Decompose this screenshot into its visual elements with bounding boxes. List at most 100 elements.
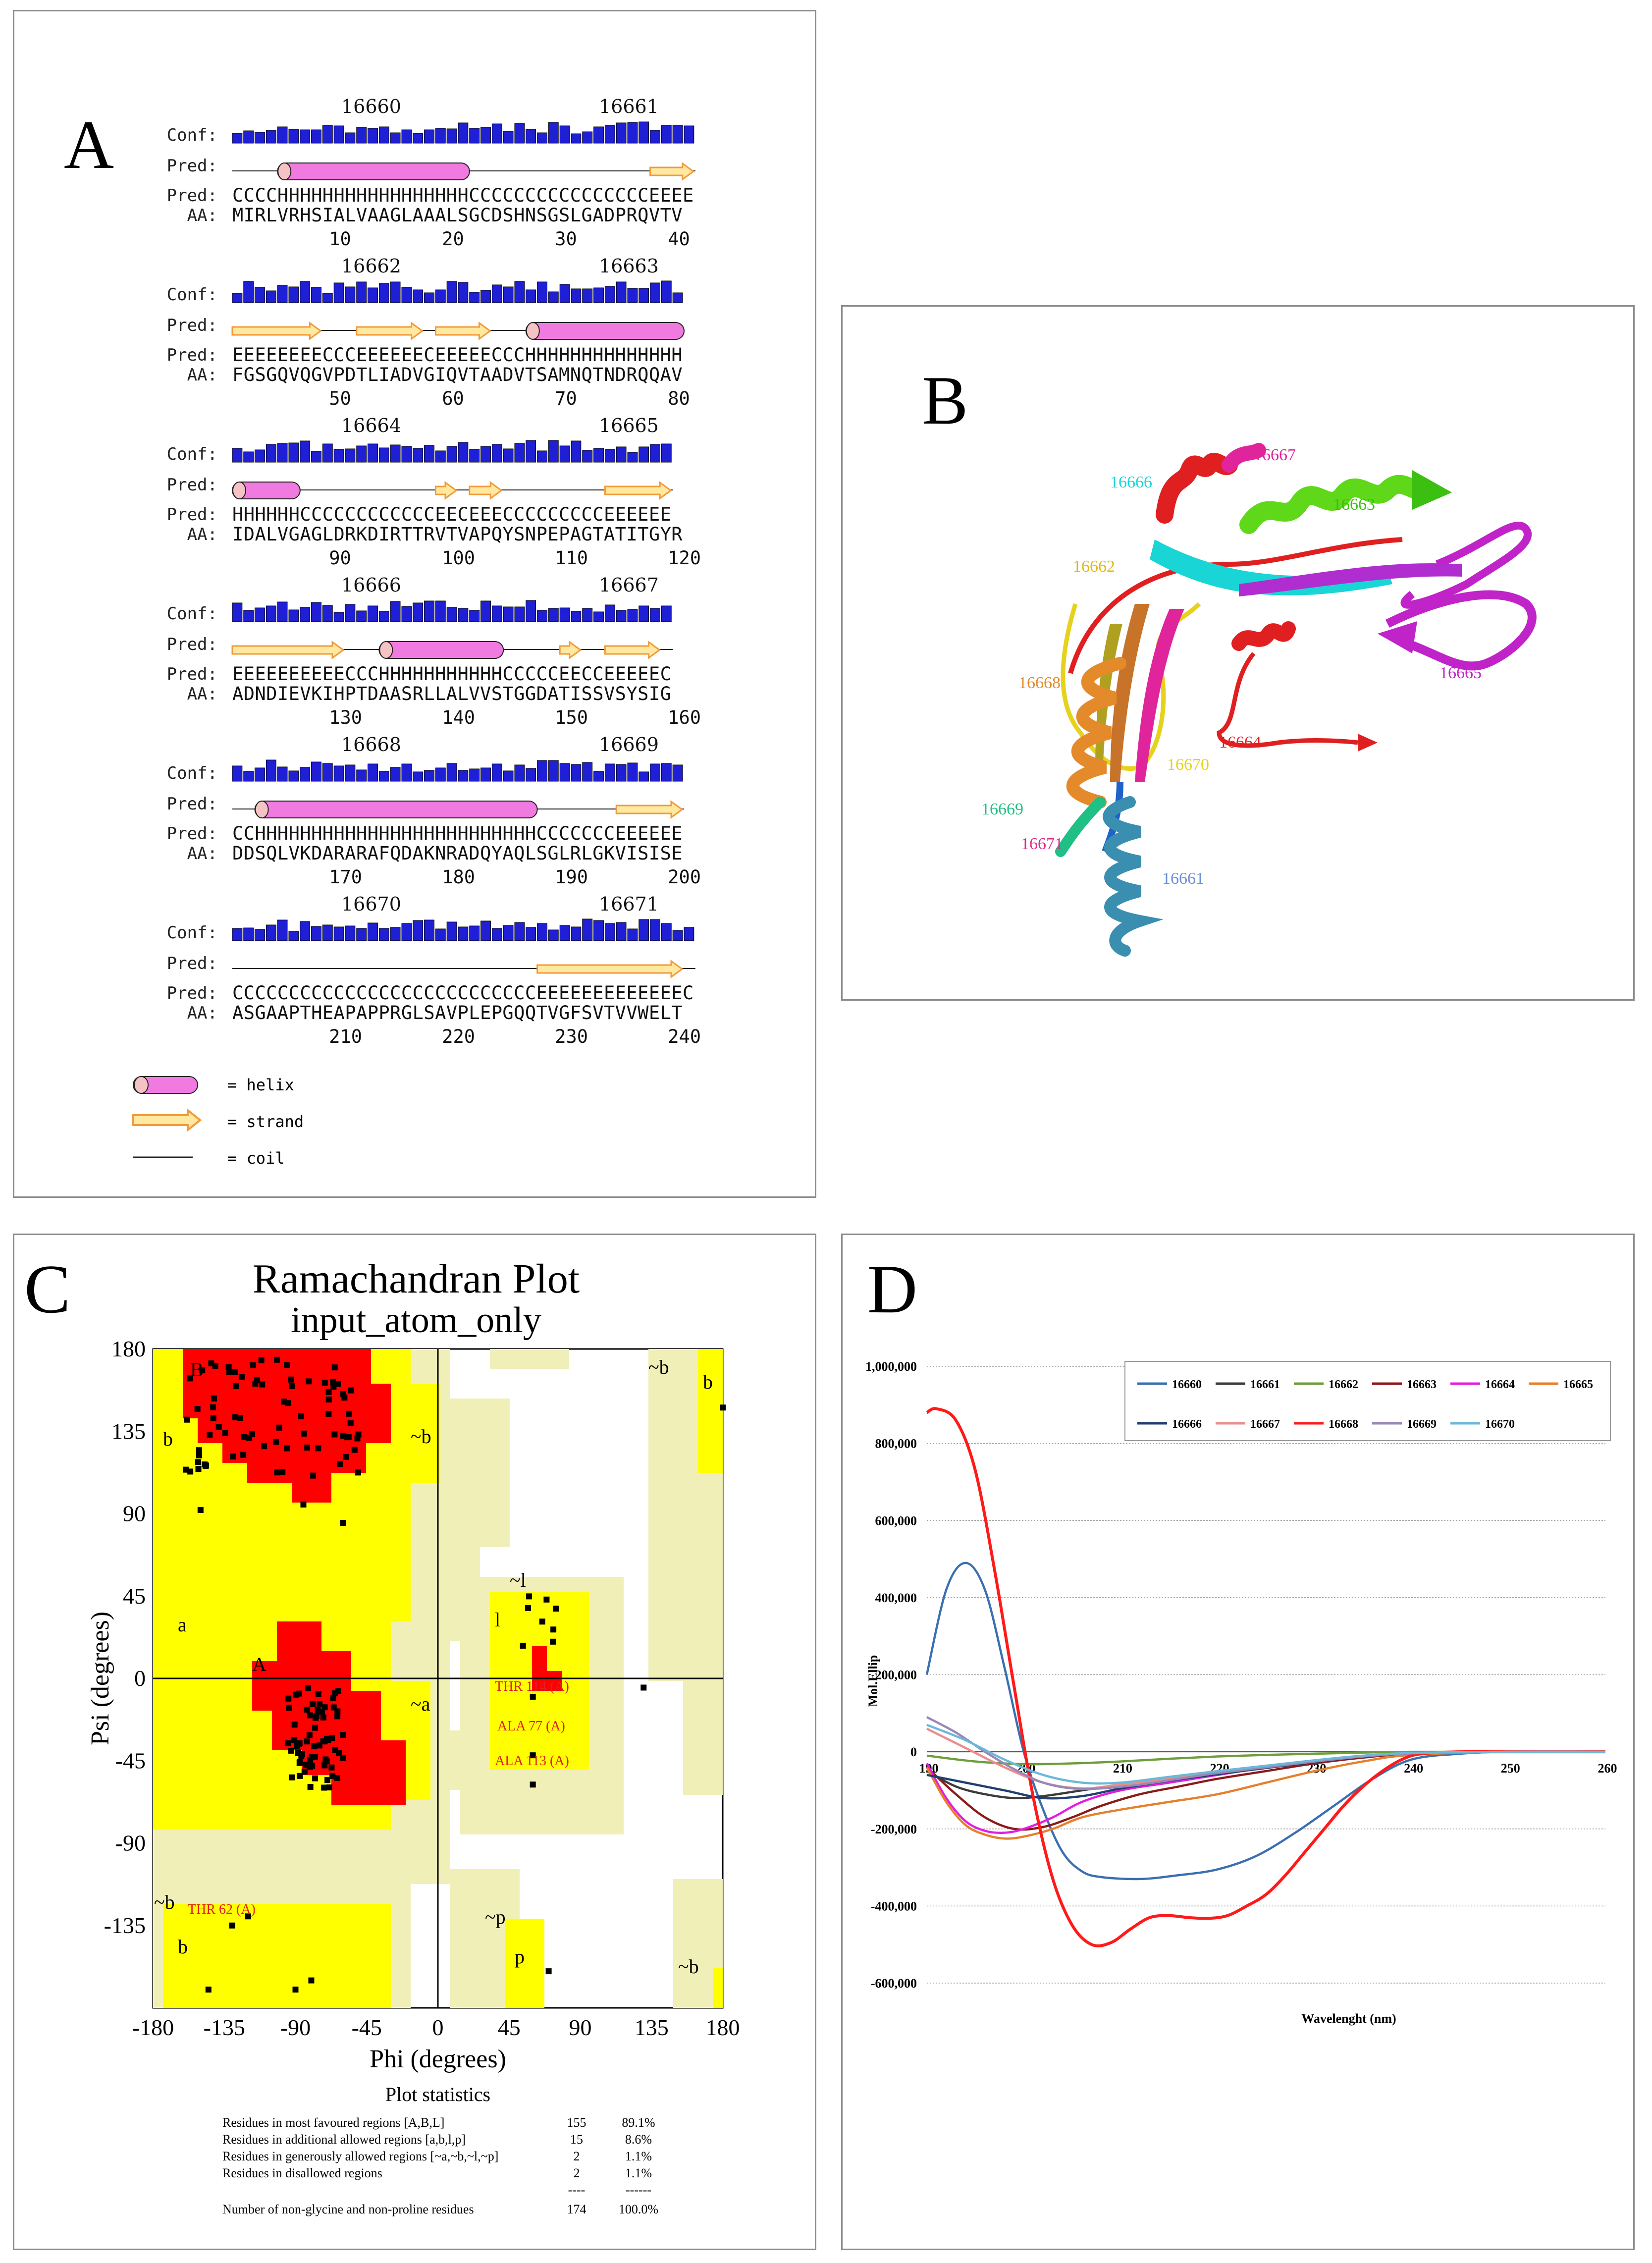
confidence-bar [491, 763, 502, 782]
position-tick: 180 [442, 866, 476, 888]
confidence-bar [480, 920, 491, 941]
confidence-bar [390, 281, 401, 303]
row-label-conf: Conf: [166, 604, 217, 624]
legend-coil-label: = coil [227, 1149, 285, 1168]
confidence-bar [514, 606, 525, 622]
confidence-bar [458, 282, 469, 303]
y-tick: 800,000 [875, 1437, 917, 1451]
psipred-legend: = helix = strand = coil [113, 1067, 460, 1176]
residue-points [183, 1356, 726, 1993]
red-helix-16667 [1156, 453, 1238, 524]
confidence-bar [604, 604, 615, 622]
pred-sequence: EEEEEEEECCCEEEEEECEEEEECCCHHHHHHHHHHHHHH [232, 344, 683, 366]
label-16664: 16664 [1219, 733, 1261, 752]
confidence-bar [548, 122, 559, 144]
confidence-bar [526, 440, 536, 463]
residue-point [322, 1756, 329, 1763]
confidence-bar [672, 292, 683, 303]
residue-point [312, 1724, 319, 1731]
legend-entry: 16668 [1329, 1418, 1358, 1431]
confidence-bar [401, 606, 412, 622]
label-16668: 16668 [1018, 674, 1061, 692]
phi-tick: 45 [498, 2015, 521, 2040]
confidence-bar [503, 770, 514, 782]
confidence-bar [413, 602, 424, 622]
position-tick: 240 [668, 1026, 701, 1047]
residue-point [331, 1431, 338, 1438]
confidence-bar [480, 290, 491, 303]
y-tick: 1,000,000 [865, 1359, 917, 1374]
confidence-bar [345, 604, 356, 622]
confidence-bar [401, 763, 412, 782]
confidence-bar [582, 762, 593, 782]
confidence-bar [288, 129, 299, 144]
confidence-bar [491, 284, 502, 303]
label-16666: 16666 [1110, 473, 1152, 491]
residue-point [330, 1695, 336, 1701]
residue-point [720, 1404, 726, 1411]
legend-entry: 16667 [1250, 1418, 1280, 1431]
confidence-bar [526, 768, 536, 782]
position-tick: 90 [329, 547, 351, 569]
chart-legend: 16660 16661 16662 16663 16664 16665 16666 16667… [1124, 1361, 1611, 1441]
confidence-bar [616, 764, 627, 782]
confidence-bar [514, 123, 525, 144]
confidence-bar [582, 450, 593, 463]
residue-point [337, 1461, 343, 1467]
confidence-bar [627, 288, 638, 303]
residue-point [313, 1715, 319, 1721]
stat-pct: ------ [626, 2183, 651, 2197]
label-16667: 16667 [1254, 446, 1296, 464]
confidence-bar [345, 925, 356, 941]
segment-id: 16666 [341, 574, 401, 596]
row-label-pred: Pred: [166, 664, 217, 684]
confidence-bar [277, 443, 288, 463]
confidence-bar [378, 126, 389, 144]
confidence-bar [661, 763, 672, 782]
position-tick: 110 [555, 547, 588, 569]
confidence-bar [537, 923, 547, 941]
confidence-bar [469, 610, 480, 622]
confidence-bar [300, 921, 311, 941]
confidence-bar [559, 763, 570, 782]
confidence-bar [424, 292, 434, 303]
position-tick: 230 [555, 1026, 588, 1047]
confidence-and-structure [232, 440, 673, 500]
confidence-bar [650, 130, 660, 144]
residue-point [340, 1519, 346, 1526]
ramachandran-plot: -180 -135 -90 -45 0 45 90 135 180 180 135 90 45 0 -45… [86, 1336, 740, 2216]
confidence-bar [548, 760, 559, 782]
residue-point [298, 1413, 304, 1419]
row-label-pred_struct: Pred: [166, 794, 217, 814]
confidence-bar [311, 451, 321, 463]
residue-point [355, 1469, 361, 1476]
confidence-bar [503, 448, 514, 463]
legend-helix-label: = helix [227, 1076, 294, 1094]
residue-point [289, 1774, 295, 1780]
phi-tick: 135 [635, 2015, 669, 2040]
confidence-bar [311, 129, 321, 144]
confidence-bar [232, 448, 243, 463]
confidence-bar [491, 928, 502, 941]
residue-point [296, 1690, 302, 1697]
y-tick-labels: 1,000,000 800,000 600,000 400,000 200,000 0 -2… [865, 1359, 917, 1991]
confidence-bar [604, 286, 615, 303]
residue-point [346, 1410, 352, 1417]
confidence-bar [639, 771, 649, 782]
confidence-bar [559, 445, 570, 463]
residue-point [286, 1704, 292, 1711]
confidence-bar [288, 931, 299, 941]
confidence-bar [356, 281, 367, 303]
psi-tick: -45 [115, 1748, 146, 1773]
confidence-bar [378, 611, 389, 622]
helix-16661 [1103, 796, 1164, 957]
confidence-bar [232, 293, 243, 303]
confidence-bar [368, 287, 378, 303]
residue-point [232, 1414, 238, 1420]
confidence-bar [356, 769, 367, 782]
residue-point [305, 1685, 311, 1691]
confidence-bar [435, 600, 446, 622]
row-label-aa: AA: [187, 844, 217, 863]
segment-id: 16661 [599, 96, 659, 117]
confidence-bar [356, 445, 367, 463]
